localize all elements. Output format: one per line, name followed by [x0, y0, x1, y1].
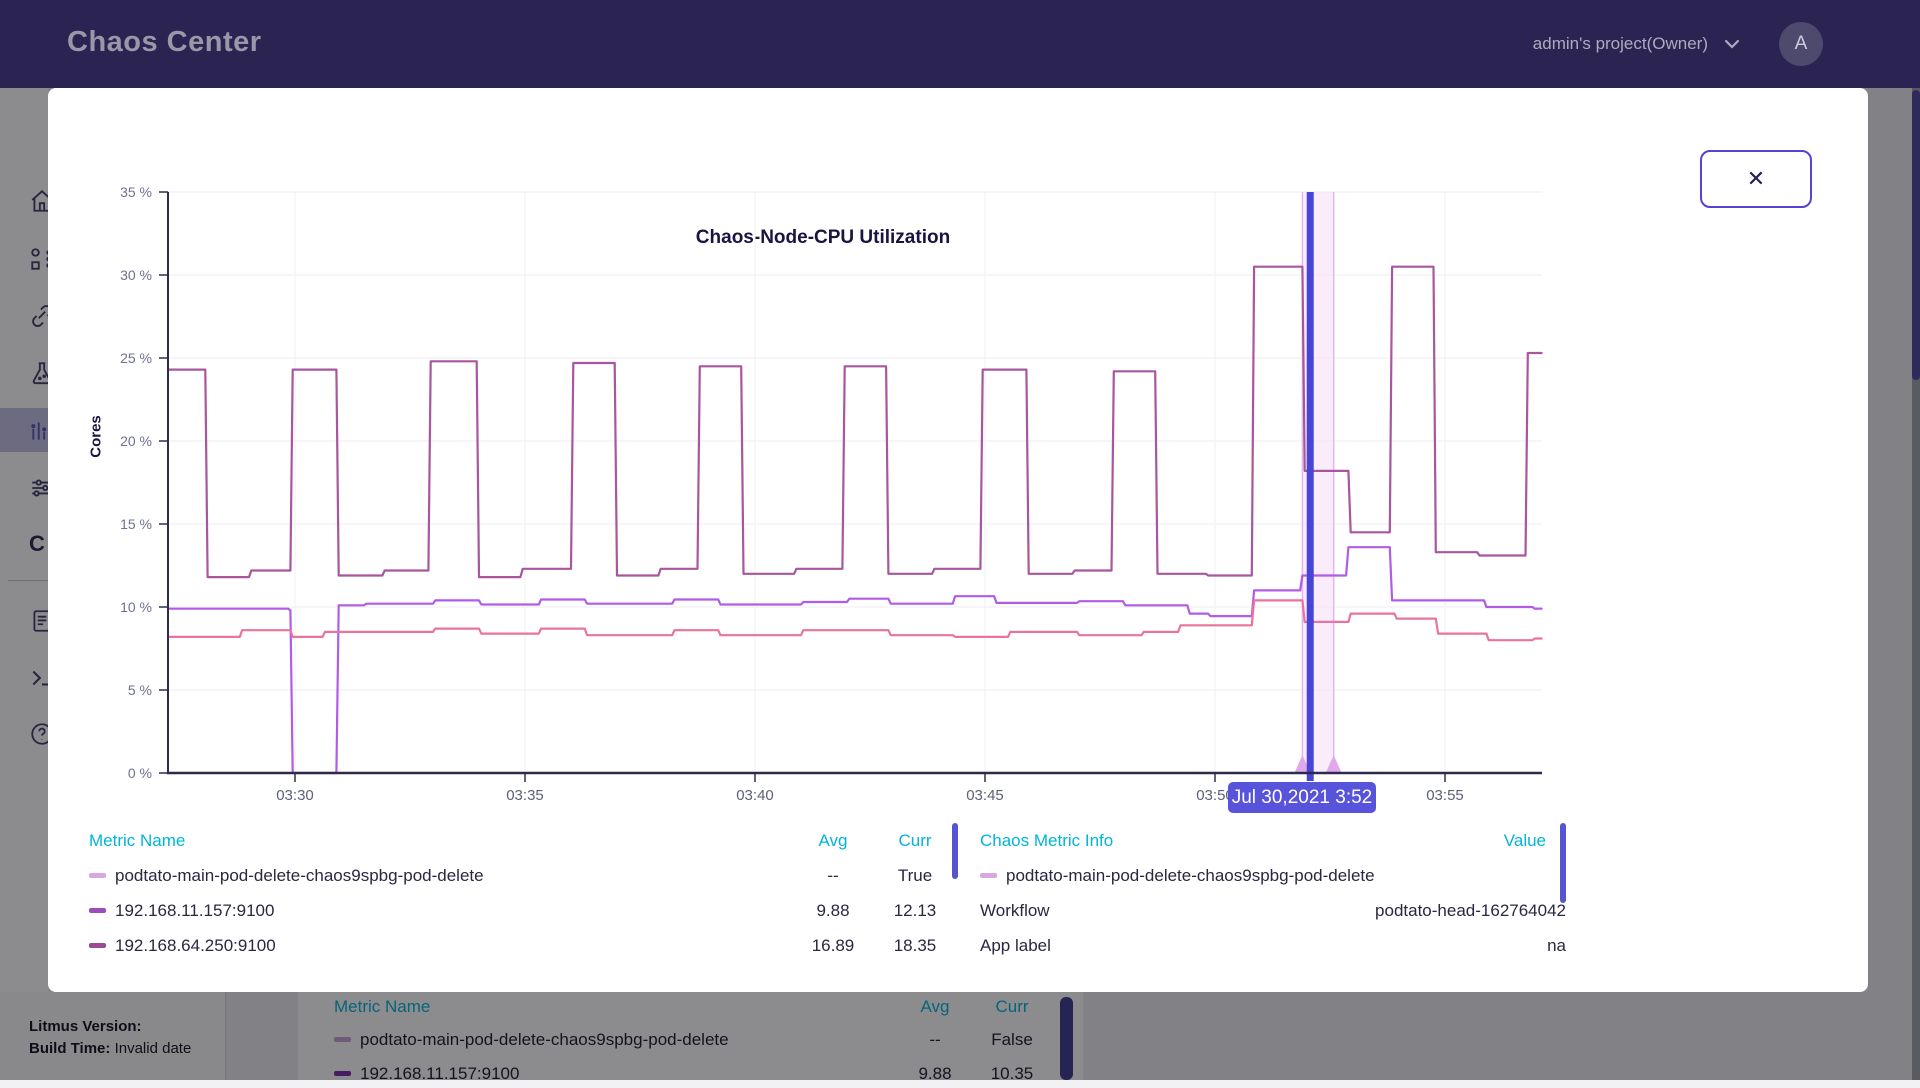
chaos-region-marker — [1325, 755, 1342, 773]
page-scrollbar-thumb[interactable] — [1912, 90, 1920, 380]
col-avg: Avg — [920, 997, 950, 1016]
svg-text:03:30: 03:30 — [276, 787, 314, 804]
series-swatch — [89, 872, 106, 878]
chaos-info-row: App label na — [980, 935, 1566, 955]
series-line — [167, 265, 1543, 579]
sidebar: C — [0, 88, 48, 992]
chart-tooltip: Jul 30,2021 3:52 — [1228, 782, 1376, 813]
chaos-region-marker — [1294, 755, 1311, 773]
svg-text:03:40: 03:40 — [736, 787, 774, 804]
avatar[interactable]: A — [1779, 22, 1823, 66]
chaoshub-link-icon[interactable] — [29, 303, 48, 329]
page-background-right — [1868, 88, 1912, 1080]
table-row: podtato-main-pod-delete-chaos9spbg-pod-d… — [298, 1030, 1083, 1054]
col-metric-name: Metric Name — [334, 997, 431, 1016]
experiments-flask-icon[interactable] — [29, 360, 48, 386]
chaos-info-header-row: Chaos Metric Info Value — [980, 823, 1566, 858]
col-value: Value — [1503, 830, 1546, 850]
chaos-info-row: podtato-main-pod-delete-chaos9spbg-pod-d… — [980, 858, 1566, 893]
svg-text:03:55: 03:55 — [1426, 787, 1464, 804]
analytics-icon[interactable] — [29, 418, 48, 444]
settings-sliders-icon[interactable] — [29, 475, 48, 501]
top-navbar: Chaos Center admin's project(Owner) A — [0, 0, 1920, 88]
docs-icon[interactable] — [29, 608, 48, 634]
chaos-info-row: Workflow podtato-head-162764042 — [980, 900, 1566, 920]
close-button[interactable]: ✕ — [1700, 150, 1812, 208]
svg-text:03:50: 03:50 — [1196, 787, 1234, 804]
series-swatch — [334, 1071, 351, 1076]
chart-title: Chaos-Node-CPU Utilization — [695, 227, 951, 248]
svg-text:5 %: 5 % — [128, 682, 152, 698]
legend-scrollbar-thumb[interactable] — [952, 823, 958, 879]
table-row: 192.168.11.157:9100 9.88 10.35 — [298, 1064, 1083, 1088]
svg-text:10 %: 10 % — [120, 599, 152, 615]
col-chaos-metric-info: Chaos Metric Info — [980, 830, 1114, 850]
version-footer: Litmus Version: Build Time: Invalid date — [0, 992, 226, 1080]
col-metric-name: Metric Name — [89, 830, 186, 850]
workflows-icon[interactable] — [29, 246, 48, 272]
svg-text:20 %: 20 % — [120, 433, 152, 449]
svg-text:30 %: 30 % — [120, 267, 152, 283]
legend-header-row: Metric Name Avg Curr — [89, 823, 952, 858]
litmus-version-line: Litmus Version: — [29, 1018, 142, 1035]
sidebar-selected-highlight — [0, 408, 48, 452]
sidebar-divider — [8, 580, 48, 581]
series-line — [167, 546, 1543, 775]
background-metric-card: Metric Name Avg Curr podtato-main-pod-de… — [298, 992, 1083, 1083]
chart-modal: Chaos-Node-CPU Utilization ✕ Cores 35 % 3… — [48, 88, 1868, 992]
svg-text:25 %: 25 % — [120, 350, 152, 366]
col-avg: Avg — [818, 830, 848, 850]
chart-cursor-line — [1306, 192, 1314, 781]
svg-text:03:45: 03:45 — [966, 787, 1004, 804]
avatar-letter: A — [1794, 33, 1808, 54]
series-swatch — [980, 872, 997, 878]
col-curr: Curr — [898, 830, 932, 850]
chaos-info-scrollbar-thumb[interactable] — [1560, 823, 1566, 903]
legend-row[interactable]: podtato-main-pod-delete-chaos9spbg-pod-d… — [89, 858, 952, 893]
table-header-row: Metric Name Avg Curr — [298, 997, 1083, 1021]
page-scrollbar[interactable] — [1912, 88, 1920, 1080]
metric-legend-table: Metric Name Avg Curr podtato-main-pod-de… — [89, 823, 952, 963]
project-dropdown[interactable]: admin's project(Owner) — [1533, 26, 1740, 62]
svg-text:15 %: 15 % — [120, 516, 152, 532]
app-title: Chaos Center — [67, 26, 262, 58]
chaos-info-table: Chaos Metric Info Value podtato-main-pod… — [980, 823, 1566, 963]
support-icon[interactable] — [29, 721, 48, 747]
series-line — [167, 599, 1543, 642]
legend-row[interactable]: 192.168.11.157:9100 9.88 12.13 — [89, 893, 952, 928]
svg-text:0 %: 0 % — [128, 765, 152, 781]
chart-svg[interactable]: 35 % 30 % 25 % 20 % 15 % 10 % 5 % 0 % 03:30 03:35… — [48, 88, 1868, 992]
chevron-down-icon — [1724, 39, 1740, 49]
home-icon[interactable] — [29, 188, 48, 214]
series-swatch — [89, 907, 106, 913]
letter-c-glyph: C — [29, 531, 45, 556]
series-swatch — [89, 942, 106, 948]
project-dropdown-label: admin's project(Owner) — [1532, 34, 1708, 53]
legend-row[interactable]: 192.168.64.250:9100 16.89 18.35 — [89, 928, 952, 963]
svg-text:35 %: 35 % — [120, 184, 152, 200]
close-icon: ✕ — [1746, 166, 1766, 191]
col-curr: Curr — [995, 997, 1029, 1016]
card-scrollbar-thumb[interactable] — [1060, 997, 1073, 1080]
build-time-line: Build Time: Invalid date — [29, 1040, 192, 1057]
svg-text:03:35: 03:35 — [506, 787, 544, 804]
terminal-icon[interactable] — [29, 665, 48, 691]
series-swatch — [334, 1037, 351, 1042]
